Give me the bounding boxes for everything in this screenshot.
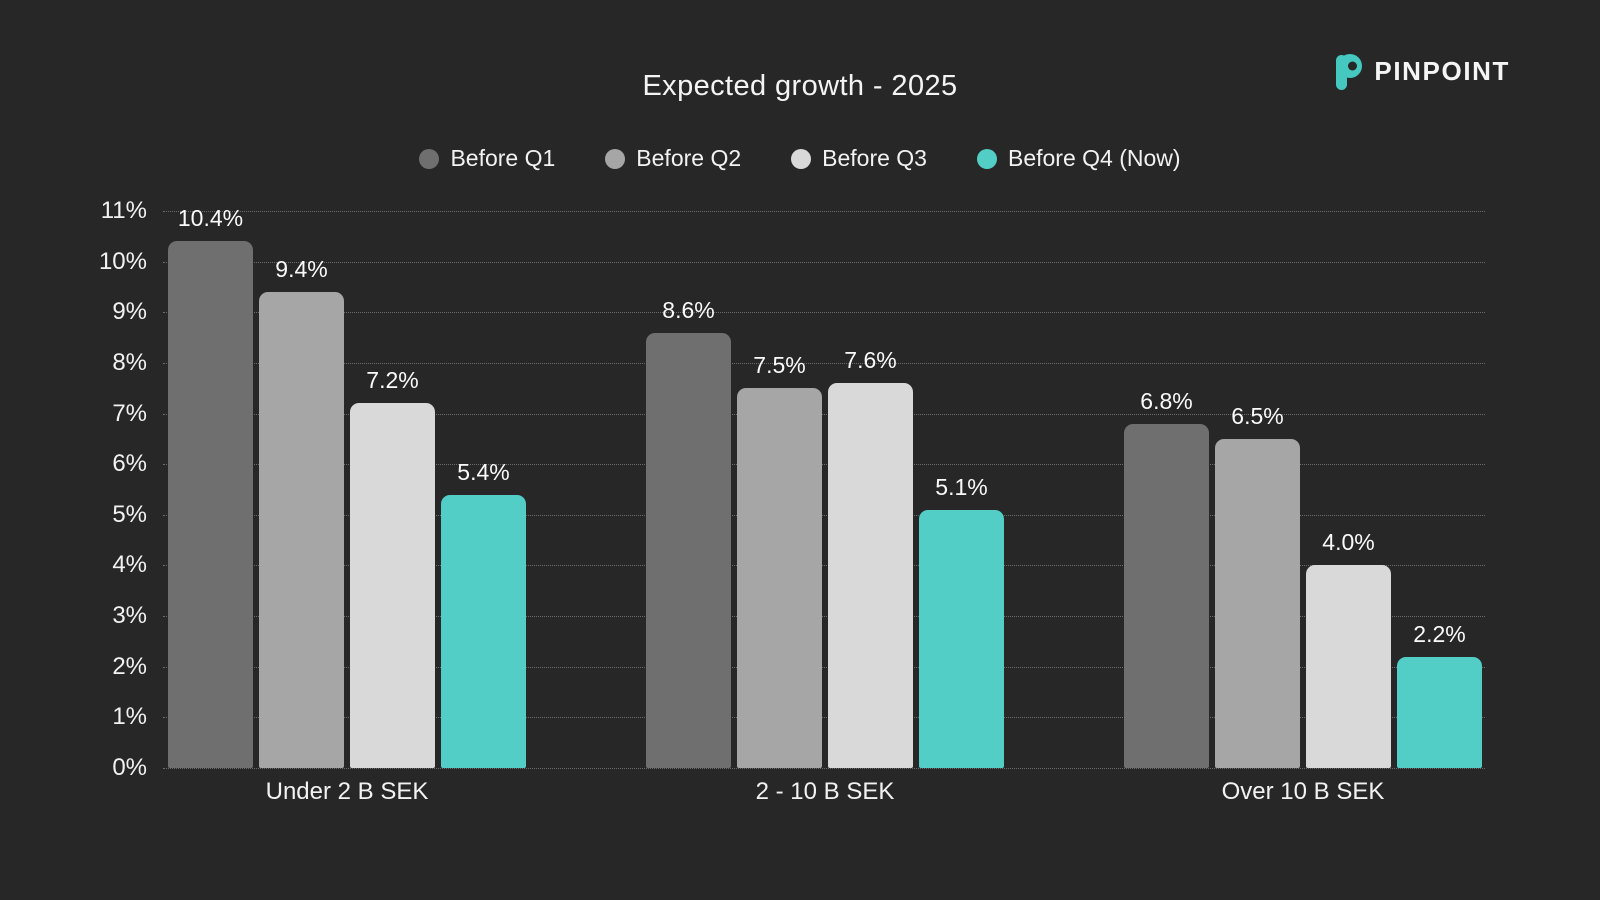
bar-value-label: 2.2% [1413, 620, 1466, 647]
legend-dot-icon [791, 148, 812, 169]
y-axis-tick-label: 0% [112, 754, 147, 781]
legend-label: Before Q4 (Now) [1007, 145, 1181, 171]
bar-value-label: 10.4% [177, 205, 244, 232]
y-axis-tick-label: 9% [112, 298, 147, 326]
bar-group-1: 10.4% 9.4% 7.2% 5.4% [168, 205, 526, 768]
bar-value-label: 8.6% [662, 296, 715, 323]
bar-2-1: 8.6% [646, 297, 731, 768]
x-axis-category-label: Under 2 B SEK [265, 778, 429, 805]
gridline [163, 514, 1485, 516]
bar-3-1: 6.8% [1124, 388, 1209, 768]
bar-value-label: 5.4% [457, 458, 510, 485]
chart-title: Expected growth - 2025 [642, 70, 958, 102]
bar-value-label: 7.5% [753, 352, 806, 379]
gridline [163, 464, 1485, 466]
legend-dot-icon [419, 148, 440, 169]
bar-group-3: 6.8% 6.5% 4.0% 2.2% [1124, 211, 1482, 768]
bar-value-label: 7.6% [844, 347, 897, 374]
y-axis-tick-label: 11% [100, 197, 147, 224]
bar-3-4: 2.2% [1397, 621, 1482, 768]
y-axis-tick-label: 5% [112, 500, 147, 528]
bar-1-4: 5.4% [441, 459, 526, 768]
bar-value-label: 9.4% [275, 256, 328, 283]
legend-item-2: Before Q2 [605, 145, 741, 172]
legend-dot-icon [605, 148, 626, 169]
gridline [163, 565, 1485, 567]
bar-value-label: 6.8% [1140, 387, 1193, 414]
bar-1-3: 7.2% [350, 367, 435, 768]
y-axis-tick-label: 6% [112, 450, 147, 478]
y-axis-tick-label: 7% [112, 399, 147, 427]
bar-value-label: 7.2% [366, 367, 419, 394]
gridline [163, 666, 1485, 668]
gridline [163, 211, 1485, 212]
bar-1-2: 9.4% [259, 256, 344, 768]
gridline [163, 312, 1485, 314]
gridline [163, 768, 1485, 769]
bar-1-1: 10.4% [168, 205, 253, 768]
gridline [163, 413, 1485, 415]
plot-area: 0% 1% 2% 3% 4% 5% 6% 7% 8% 9% 10% 11% 10.4% 9.4% 7.2% 5… [99, 197, 1485, 805]
y-axis-tick-label: 2% [112, 652, 147, 680]
legend-dot-icon [976, 148, 997, 169]
bar-3-2: 6.5% [1215, 403, 1300, 768]
legend-item-4: Before Q4 (Now) [976, 145, 1181, 172]
bar-2-2: 7.5% [737, 352, 822, 768]
x-axis-category-label: Over 10 B SEK [1221, 778, 1385, 805]
brand-logo: PINPOINT [1329, 50, 1510, 92]
bar-2-4: 5.1% [919, 474, 1004, 768]
y-axis-tick-label: 8% [112, 348, 147, 376]
y-axis-tick-label: 4% [112, 551, 147, 579]
bar-value-label: 6.5% [1231, 402, 1284, 429]
bar-3-3: 4.0% [1306, 529, 1391, 768]
bar-value-label: 5.1% [935, 473, 988, 500]
bar-2-3: 7.6% [828, 347, 913, 768]
bar-group-2: 8.6% 7.5% 7.6% 5.1% [646, 211, 1004, 768]
y-axis-tick-label: 3% [112, 602, 147, 630]
gridline [163, 717, 1485, 719]
legend-label: Before Q3 [822, 145, 927, 171]
gridline [163, 261, 1485, 263]
gridline [163, 362, 1485, 364]
bar-value-label: 4.0% [1322, 529, 1375, 556]
y-axis-tick-label: 10% [98, 247, 147, 275]
legend-label: Before Q2 [636, 145, 742, 171]
legend-item-1: Before Q1 [419, 145, 555, 172]
gridline [163, 616, 1485, 618]
brand-name: PINPOINT [1374, 55, 1510, 86]
legend-item-3: Before Q3 [791, 145, 927, 172]
y-axis-tick-label: 1% [112, 703, 147, 731]
pinpoint-p-icon [1329, 50, 1363, 92]
chart-legend: Before Q1 Before Q2 Before Q3 Before Q4 (No… [0, 145, 1600, 172]
x-axis-category-label: 2 - 10 B SEK [755, 778, 895, 805]
legend-label: Before Q1 [450, 145, 556, 171]
